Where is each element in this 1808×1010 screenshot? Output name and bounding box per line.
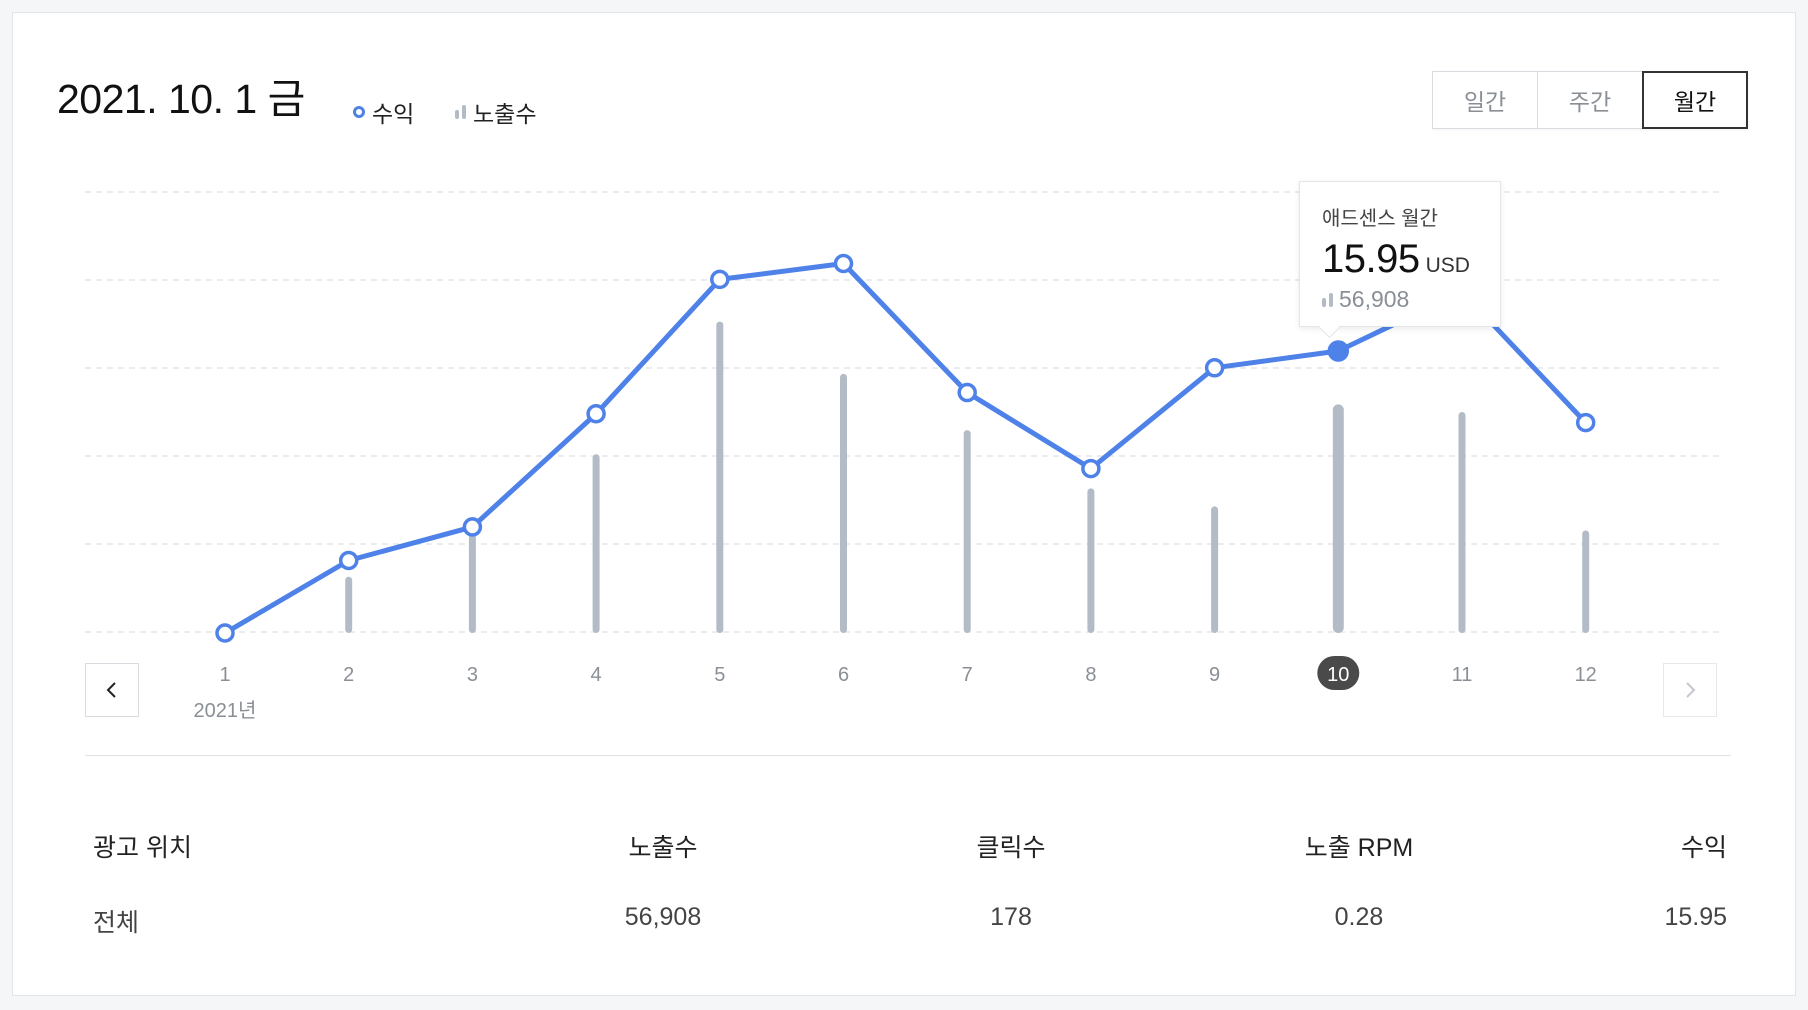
impressions-bar <box>1582 530 1590 633</box>
x-tick-label: 11 <box>1452 664 1473 686</box>
divider <box>85 755 1731 756</box>
revenue-point <box>710 269 730 290</box>
header-impressions: 노출수 <box>628 834 698 862</box>
revenue-point <box>215 623 235 643</box>
revenue-point <box>833 253 854 274</box>
x-tick-label: 8 <box>1085 664 1096 686</box>
cell-clicks: 178 <box>990 903 1032 931</box>
cell-rpm: 0.28 <box>1334 903 1384 931</box>
prev-period-button[interactable] <box>85 663 139 717</box>
tooltip-revenue-value: 15.95 <box>1322 237 1420 281</box>
revenue-point-selected <box>1327 340 1350 362</box>
period-daily-button[interactable]: 일간 <box>1432 71 1538 129</box>
x-tick-label: 1 <box>219 664 230 686</box>
line-dot-icon <box>353 106 365 118</box>
tooltip-title: 애드센스 월간 <box>1322 208 1438 230</box>
header-placement: 광고 위치 <box>93 834 192 862</box>
cell-placement: 전체 <box>93 909 140 937</box>
year-label: 2021년 <box>194 699 257 722</box>
x-tick-label: 5 <box>714 664 725 686</box>
report-date: 2021. 10. 1 금 <box>57 76 305 122</box>
legend-impressions: 노출수 <box>455 95 536 129</box>
legend-revenue-label: 수익 <box>372 101 415 127</box>
chevron-left-icon <box>106 682 116 698</box>
x-tick-label: 10 <box>1327 664 1349 686</box>
header-rpm: 노출 RPM <box>1304 834 1414 862</box>
x-tick-label: 6 <box>838 664 849 686</box>
bar-chart-icon <box>1322 292 1333 307</box>
x-tick-label: 4 <box>591 664 602 686</box>
impressions-bar <box>963 430 971 633</box>
cell-revenue: 15.95 <box>1664 903 1727 931</box>
header-revenue: 수익 <box>1680 834 1727 862</box>
impressions-bar <box>1087 488 1095 633</box>
impressions-bar <box>1458 412 1466 633</box>
x-tick-label: 3 <box>467 664 478 686</box>
impressions-bar <box>840 373 847 633</box>
impressions-bar <box>716 321 724 633</box>
header-clicks: 클릭수 <box>976 834 1046 862</box>
impressions-bar <box>1332 404 1344 633</box>
chart-tooltip: 애드센스 월간 15.95 USD 56,908 <box>1299 181 1501 327</box>
period-toggle: 일간 주간 월간 <box>1432 71 1748 129</box>
x-tick-label: 12 <box>1575 664 1597 686</box>
selected-month-badge <box>1317 656 1360 690</box>
period-monthly-button[interactable]: 월간 <box>1642 71 1748 129</box>
x-tick-label: 2 <box>343 664 354 686</box>
revenue-point <box>586 404 606 424</box>
tooltip-impressions: 56,908 <box>1339 286 1410 312</box>
revenue-point <box>957 382 977 403</box>
x-tick-label: 9 <box>1209 664 1220 686</box>
impressions-bar <box>1211 506 1219 633</box>
chevron-right-icon <box>1686 682 1696 698</box>
legend-revenue: 수익 <box>353 95 414 129</box>
impressions-bar <box>592 454 600 633</box>
tooltip-currency: USD <box>1425 254 1470 277</box>
revenue-point <box>1204 358 1225 378</box>
revenue-line <box>222 260 1589 636</box>
legend-impressions-label: 노출수 <box>473 101 537 127</box>
impressions-bar <box>468 532 476 633</box>
revenue-point <box>462 517 483 537</box>
revenue-point <box>338 550 359 571</box>
impressions-bar <box>345 576 353 633</box>
cell-impressions: 56,908 <box>624 903 702 931</box>
revenue-point <box>1575 412 1596 433</box>
bar-chart-icon <box>455 105 466 119</box>
x-tick-label: 7 <box>962 664 973 686</box>
next-period-button[interactable] <box>1663 663 1717 717</box>
revenue-point <box>1081 458 1101 479</box>
